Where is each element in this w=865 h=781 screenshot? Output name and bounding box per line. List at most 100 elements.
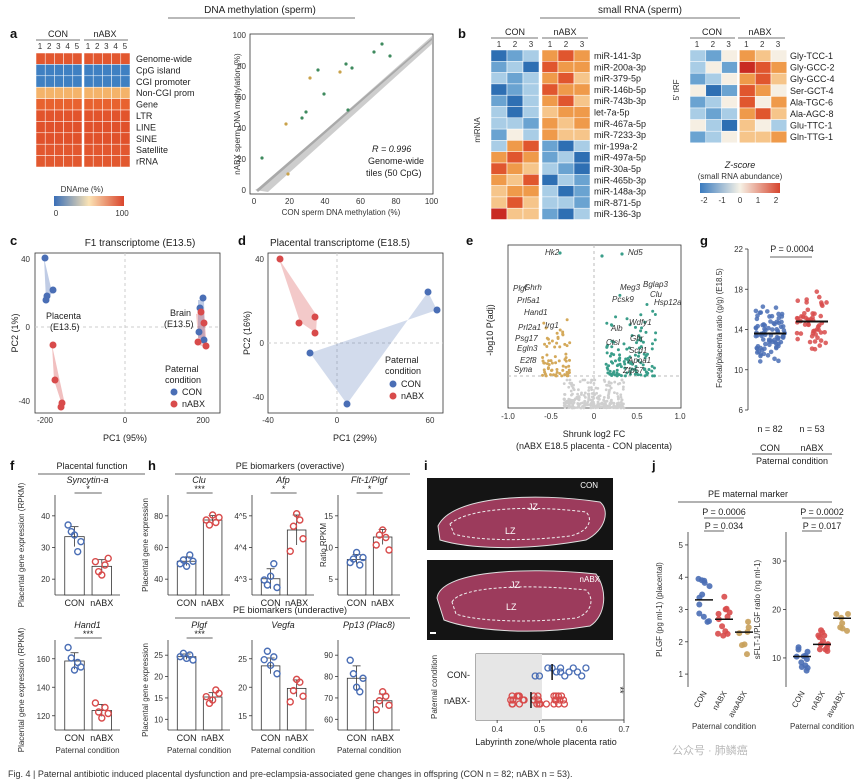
heatmap-cell: [35, 98, 46, 111]
g-point-con: [754, 345, 760, 351]
mirna-heat-cell: [522, 128, 540, 141]
volcano-point-ns: [579, 406, 583, 410]
point-con: [189, 557, 197, 565]
volcano-point-ns: [567, 385, 571, 389]
volcano-point-ns: [583, 401, 587, 405]
point-nabx: [91, 557, 100, 566]
volcano-point-ns: [569, 389, 573, 393]
g-point-con: [768, 319, 773, 324]
volcano-point-up: [614, 315, 618, 319]
scatter-xtick: 0: [252, 197, 257, 206]
volcano-point-down: [560, 374, 564, 378]
mirna-heat-cell: [573, 174, 591, 186]
i-point-nabx: [551, 696, 559, 704]
point-con: [263, 581, 272, 589]
mirna-heat-cell: [573, 49, 591, 62]
volcano-point-up: [626, 357, 630, 361]
g-point-con: [781, 328, 787, 333]
point-nabx: [212, 518, 220, 527]
mirna-heat-cell: [506, 83, 524, 96]
j-xtick: avaABX: [726, 689, 749, 719]
pca-point-nabx: [202, 342, 210, 350]
j-xtick: nABX: [711, 689, 729, 712]
heatmap-cell: [72, 132, 83, 145]
volcano-point-up: [622, 360, 626, 364]
replicate-label: 4: [65, 42, 70, 51]
mirna-heat-cell: [506, 151, 524, 164]
ytick: 4^5: [234, 512, 247, 521]
mirna-heat-cell: [573, 83, 591, 96]
heatmap-cell: [120, 121, 131, 134]
volcano-point-up: [628, 370, 632, 374]
i-point-nabx: [534, 696, 543, 704]
ytick: 2: [679, 638, 684, 647]
mirna-heat-cell: [541, 117, 559, 130]
mirna-label: miR-497a-5p: [594, 153, 646, 163]
row-label-sine: SINE: [136, 134, 157, 144]
volcano-point-up: [639, 339, 643, 343]
g-point-nabx: [817, 343, 823, 348]
f-ylabel-bottom: Placental gene expression (RPKM): [17, 627, 26, 752]
g-point-con: [753, 325, 759, 331]
mirna-heat-cell: [573, 117, 591, 130]
pca-point-nabx: [200, 319, 208, 327]
g-point-con: [756, 349, 761, 355]
g-point-con: [772, 356, 777, 362]
volcano-point-ns: [618, 405, 622, 409]
mirna-heat-cell: [573, 207, 591, 220]
volcano-point-down: [544, 374, 548, 378]
i-point-con: [578, 672, 586, 680]
mirna-heat-cell: [573, 61, 591, 73]
heatmap-cell: [102, 109, 112, 122]
mirna-heat-cell: [573, 72, 591, 85]
e-ylabel: -log10 P(adj): [485, 304, 495, 356]
heatmap-cell: [35, 86, 46, 99]
g-ytick: 22: [734, 245, 743, 254]
g-point-nabx: [824, 300, 829, 305]
volcano-point-ns: [621, 405, 624, 409]
gene-label-left: Prl5a1: [517, 296, 540, 305]
volcano-point-down: [555, 331, 559, 335]
mirna-heat-cell: [573, 185, 591, 198]
mirna-heat-cell: [522, 174, 540, 186]
heatmap-cell: [72, 155, 83, 168]
i-xtick: 0.7: [618, 725, 630, 734]
mirna-heat-cell: [506, 207, 524, 220]
outlier-point: [304, 110, 308, 114]
volcano-point-up: [639, 373, 643, 377]
j-point-nabx: [818, 627, 825, 634]
mirna-heat-cell: [490, 94, 508, 107]
g-point-con: [774, 327, 780, 332]
sig-stars: ***: [194, 629, 205, 639]
mirna-heat-cell: [541, 207, 559, 220]
mirna-heat-cell: [573, 128, 591, 141]
sig-stars: *: [282, 484, 286, 494]
ytick: 10: [772, 654, 781, 663]
volcano-point-ns: [583, 403, 587, 407]
volcano-point-ns: [613, 391, 616, 394]
replicate-label: 5: [75, 42, 80, 51]
mirna-heat-cell: [557, 196, 575, 209]
heatmap-cell: [83, 86, 94, 99]
volcano-point-ns: [583, 395, 587, 399]
zscore-tick: 1: [756, 196, 761, 205]
point-nabx: [286, 698, 294, 706]
point-nabx: [104, 554, 112, 563]
b-trf-replicate: 1: [744, 40, 749, 49]
volcano-point-ns: [562, 401, 566, 405]
xtick-con: CON: [177, 598, 197, 608]
volcano-point-up: [647, 367, 651, 371]
pca-point-nabx: [311, 313, 319, 321]
panel-g: g 6 10 14 18 22 Foetal/placenta ratio (g/g) …: [700, 233, 832, 466]
g-point-nabx: [819, 300, 824, 305]
volcano-point-down: [558, 328, 562, 332]
gene-label-left: Hk2: [545, 248, 560, 257]
d-xlabel: PC1 (29%): [333, 433, 377, 443]
tag-con: CON: [580, 481, 598, 490]
volcano-point-up: [558, 251, 562, 255]
gene-label-right: Pcsk9: [612, 295, 634, 304]
g-pval: P = 0.0004: [770, 244, 814, 254]
gene-label-right: Wdfy1: [629, 318, 652, 327]
ytick: 60: [324, 715, 333, 724]
volcano-point-ns: [577, 403, 581, 407]
